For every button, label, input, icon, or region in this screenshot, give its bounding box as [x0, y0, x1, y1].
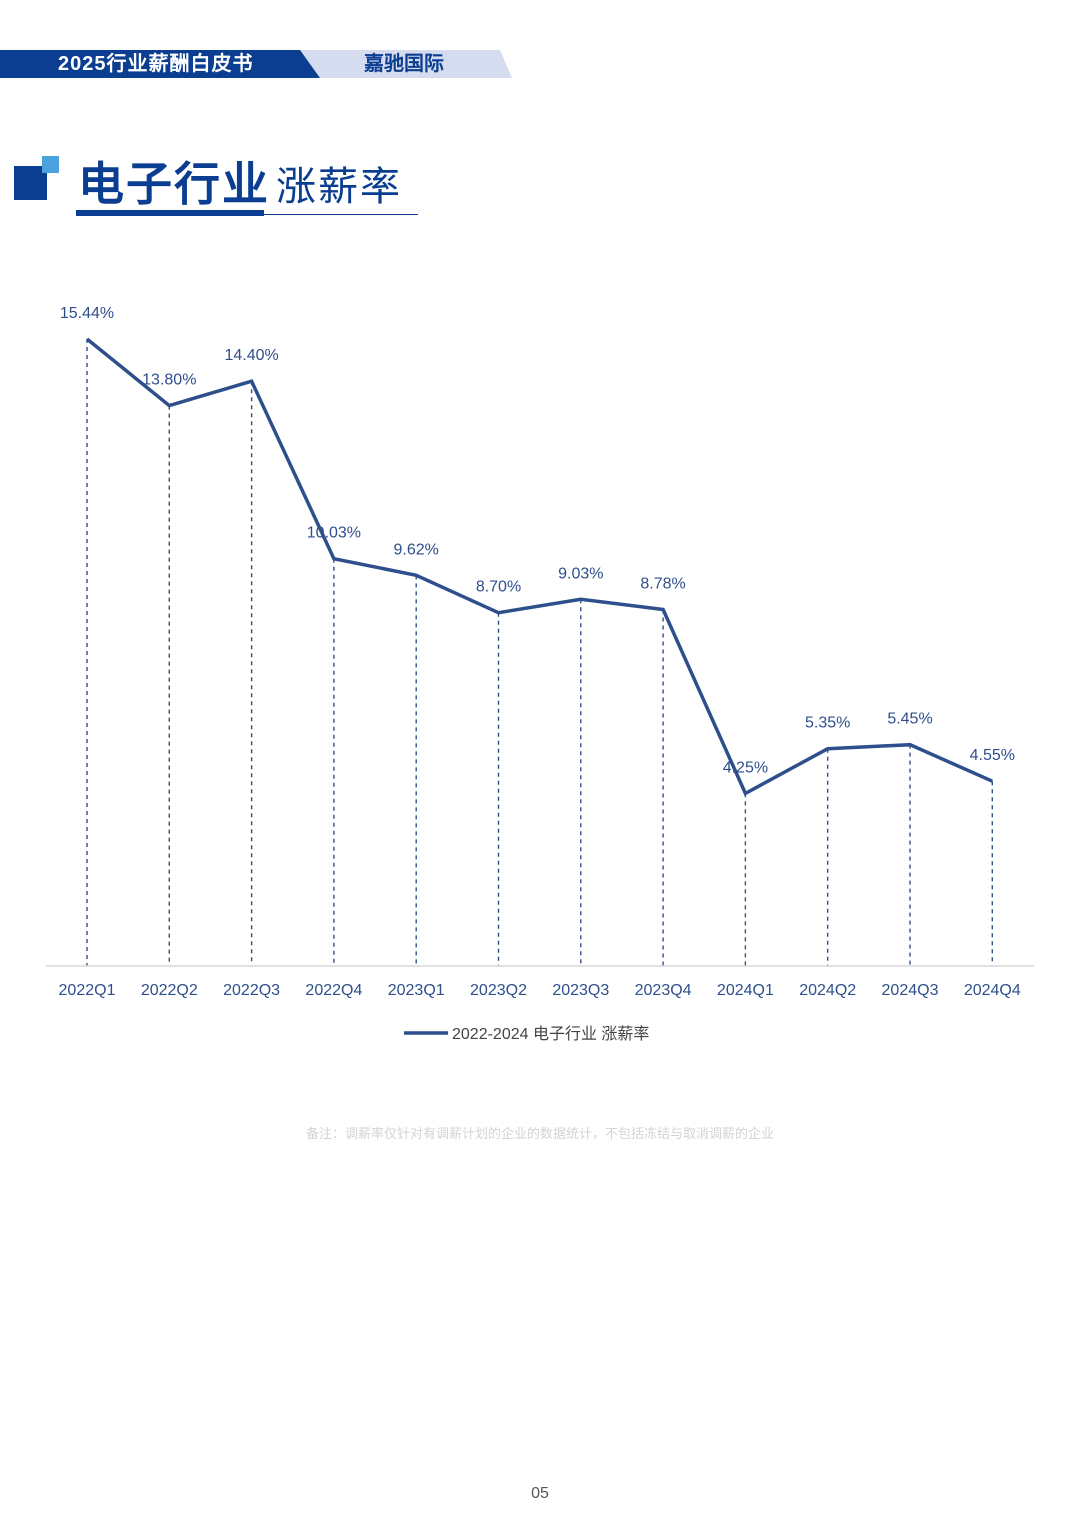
data-label-2024Q4: 4.55% — [970, 747, 1015, 764]
header-right-banner — [300, 50, 512, 78]
data-label-2024Q3: 5.45% — [887, 711, 932, 728]
x-tick-label-2023Q1: 2023Q1 — [388, 982, 445, 999]
header-report-title: 2025行业薪酬白皮书 — [58, 53, 254, 75]
x-tick-label-2024Q2: 2024Q2 — [799, 982, 856, 999]
footnote: 备注：调薪率仅针对有调薪计划的企业的数据统计，不包括冻结与取消调薪的企业 — [305, 1126, 774, 1141]
x-tick-label-2024Q1: 2024Q1 — [717, 982, 774, 999]
data-label-2024Q2: 5.35% — [805, 715, 850, 732]
x-tick-label-2022Q2: 2022Q2 — [141, 982, 198, 999]
x-tick-label-2022Q3: 2022Q3 — [223, 982, 280, 999]
data-label-2023Q1: 9.62% — [394, 541, 439, 558]
title-underline-thin — [264, 214, 418, 215]
title-square-light — [42, 156, 59, 173]
header-left-banner — [0, 50, 322, 78]
data-label-2023Q4: 8.78% — [640, 575, 685, 592]
data-label-2022Q2: 13.80% — [142, 372, 196, 389]
x-tick-label-2022Q4: 2022Q4 — [305, 982, 362, 999]
data-label-2022Q1: 15.44% — [60, 305, 114, 322]
title-square-dark — [14, 166, 47, 200]
page-number: 05 — [531, 1485, 549, 1502]
section-subtitle: 涨薪率 — [276, 165, 402, 209]
x-tick-label-2024Q4: 2024Q4 — [964, 982, 1021, 999]
x-tick-label-2023Q4: 2023Q4 — [635, 982, 692, 999]
section-title: 电子行业 — [78, 158, 270, 210]
data-label-2024Q1: 4.25% — [723, 759, 768, 776]
title-underline-thick — [76, 210, 264, 216]
legend-label: 2022-2024 电子行业 涨薪率 — [452, 1025, 649, 1043]
data-label-2023Q2: 8.70% — [476, 579, 521, 596]
data-label-2022Q4: 10.03% — [307, 525, 361, 542]
x-tick-label-2022Q1: 2022Q1 — [59, 982, 116, 999]
data-label-2023Q3: 9.03% — [558, 565, 603, 582]
x-tick-label-2024Q3: 2024Q3 — [882, 982, 939, 999]
x-tick-label-2023Q3: 2023Q3 — [552, 982, 609, 999]
data-label-2022Q3: 14.40% — [224, 347, 278, 364]
series-line — [85, 337, 994, 796]
header-company-name: 嘉驰国际 — [364, 53, 444, 75]
x-tick-label-2023Q2: 2023Q2 — [470, 982, 527, 999]
